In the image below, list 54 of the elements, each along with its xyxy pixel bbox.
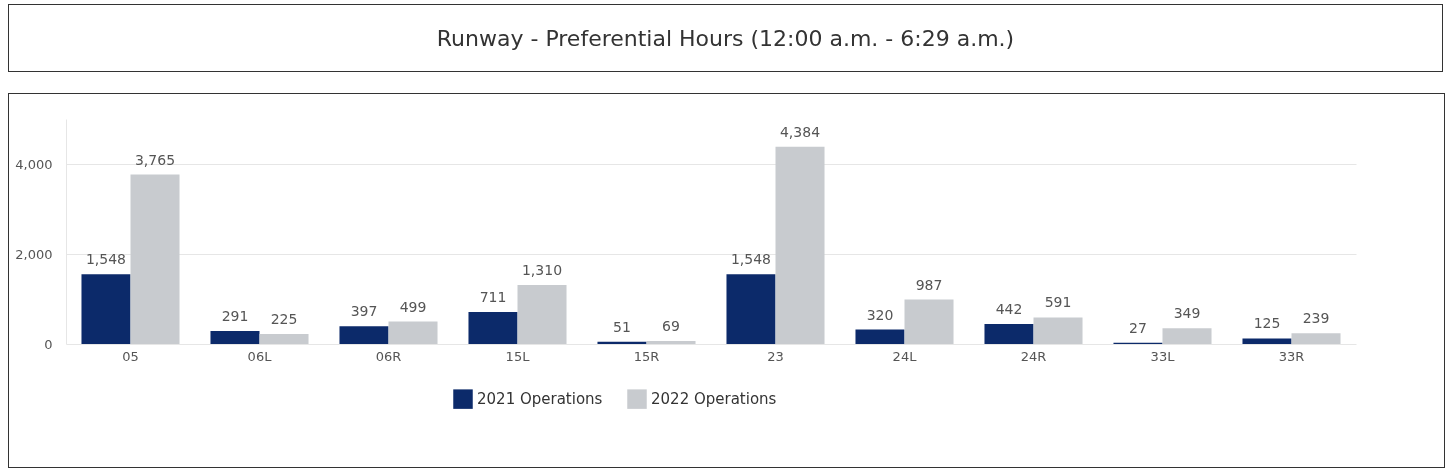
legend-label: 2021 Operations xyxy=(477,390,603,409)
bar xyxy=(1033,317,1083,344)
bar xyxy=(1291,333,1341,344)
bar xyxy=(130,174,180,344)
data-label: 1,548 xyxy=(730,251,772,268)
bar xyxy=(1162,328,1212,344)
data-label: 3,765 xyxy=(134,151,176,168)
x-tick-label: 06L xyxy=(247,348,273,364)
data-label: 291 xyxy=(221,307,249,324)
x-tick-label: 24R xyxy=(1020,348,1047,364)
data-label: 349 xyxy=(1173,305,1201,322)
data-label: 987 xyxy=(915,276,943,293)
data-label: 442 xyxy=(995,301,1023,318)
data-label: 397 xyxy=(350,303,378,320)
bar xyxy=(339,326,389,344)
bar xyxy=(468,312,518,344)
x-tick-label: 24L xyxy=(892,348,918,364)
data-label: 125 xyxy=(1253,315,1281,332)
data-label: 1,548 xyxy=(85,251,127,268)
data-label: 591 xyxy=(1044,294,1072,311)
x-tick-label: 06R xyxy=(375,348,402,364)
x-tick-label: 23 xyxy=(767,348,784,364)
bar xyxy=(1242,338,1292,344)
data-label: 499 xyxy=(399,298,427,315)
data-label: 4,384 xyxy=(779,123,821,140)
data-label: 1,310 xyxy=(521,262,563,279)
x-tick-label: 33R xyxy=(1278,348,1305,364)
bar xyxy=(259,333,309,344)
x-tick-label: 05 xyxy=(122,348,139,364)
y-tick-label: 2,000 xyxy=(15,246,53,262)
y-tick-label: 0 xyxy=(44,336,53,352)
data-label: 27 xyxy=(1129,319,1147,336)
data-label: 711 xyxy=(479,289,507,306)
bar xyxy=(646,340,696,344)
x-tick-label: 15R xyxy=(633,348,660,364)
bar xyxy=(210,330,260,344)
bar xyxy=(726,274,776,344)
legend-label: 2022 Operations xyxy=(651,390,777,409)
bar xyxy=(855,329,905,344)
bar xyxy=(388,321,438,344)
chart-title: Runway - Preferential Hours (12:00 a.m. - 6:29 a.m.) xyxy=(8,4,1443,72)
data-label: 320 xyxy=(866,306,894,323)
data-label: 51 xyxy=(613,318,631,335)
data-label: 239 xyxy=(1302,310,1330,327)
data-label: 69 xyxy=(662,317,680,334)
bar xyxy=(904,299,954,344)
bar xyxy=(81,274,131,344)
bar xyxy=(517,285,567,344)
bar xyxy=(775,146,825,344)
bar xyxy=(984,324,1034,344)
x-tick-label: 33L xyxy=(1150,348,1176,364)
x-tick-label: 15L xyxy=(505,348,531,364)
y-tick-label: 4,000 xyxy=(15,156,53,172)
data-label: 225 xyxy=(270,310,298,327)
